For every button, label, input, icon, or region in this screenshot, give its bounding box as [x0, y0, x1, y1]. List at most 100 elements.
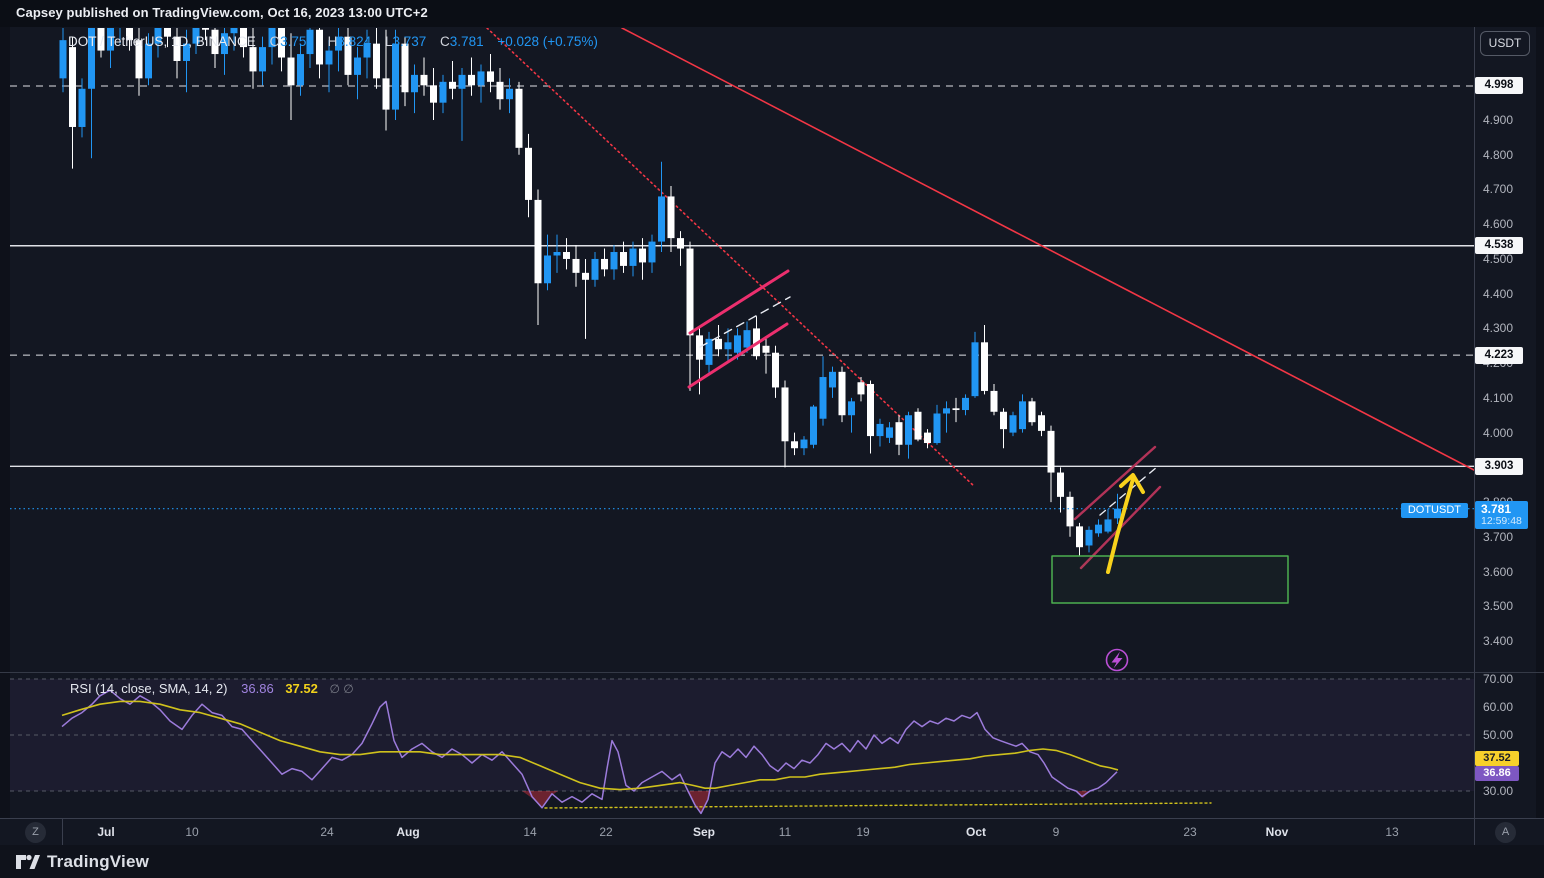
candle-up	[743, 330, 751, 348]
flag-channel-lower-line	[687, 322, 789, 389]
footer-bar: TradingView	[0, 845, 1544, 878]
candle-down	[382, 78, 390, 110]
candle-down	[715, 338, 722, 350]
price-tick: 3.700	[1483, 529, 1514, 544]
time-tick: 22	[599, 825, 613, 839]
candle-down	[278, 28, 285, 58]
candle-down	[97, 28, 105, 51]
candle-up	[1019, 401, 1026, 430]
candle-up	[610, 252, 618, 270]
candle-down	[620, 252, 627, 266]
rsi-line	[61, 689, 1118, 815]
tradingview-logo[interactable]: TradingView	[16, 852, 149, 872]
candle-down	[563, 252, 570, 259]
price-tick: 4.700	[1483, 182, 1514, 197]
candle-down	[249, 47, 257, 72]
candle-up	[971, 342, 979, 397]
candle-up	[962, 397, 969, 411]
candle-down	[667, 196, 675, 239]
candle-down	[1047, 430, 1055, 473]
price-tick: 3.400	[1483, 633, 1514, 648]
candle-up	[392, 43, 399, 110]
time-axis-separator	[62, 819, 63, 846]
candle-up	[145, 43, 152, 79]
candle-down	[1057, 472, 1064, 497]
candle-up	[819, 377, 827, 419]
candle-up	[848, 401, 855, 416]
candle-down	[173, 36, 181, 61]
flag-dashed-projection	[699, 296, 791, 348]
level-badge-4998: 4.998	[1475, 77, 1523, 94]
time-tick: 14	[523, 825, 537, 839]
candle-down	[924, 432, 931, 444]
candle-down	[487, 71, 494, 82]
oct-dashed-projection	[1099, 466, 1158, 516]
candle-up	[658, 196, 665, 242]
time-tick: Jul	[97, 825, 115, 839]
candle-down	[1076, 526, 1083, 548]
candle-up	[192, 28, 200, 44]
price-tick: 4.400	[1483, 286, 1514, 301]
symbol-title[interactable]: DOT / TetherUS, 1D, BINANCE	[68, 34, 256, 49]
rsi-tick: 70.00	[1483, 672, 1514, 686]
price-tick: 4.900	[1483, 113, 1514, 128]
candle-down	[344, 36, 352, 75]
candle-up	[325, 50, 333, 65]
last-price-value: 3.781	[1481, 502, 1512, 516]
candle-up	[154, 28, 162, 44]
candle-down	[534, 199, 542, 284]
price-tick: 4.300	[1483, 321, 1514, 336]
red-dotted-trendline	[486, 28, 976, 488]
rsi-legend: RSI (14, close, SMA, 14, 2) 36.86 37.52 …	[70, 681, 354, 696]
candle-down	[164, 28, 171, 37]
ohlc-low-label: L	[384, 34, 393, 49]
currency-button[interactable]: USDT	[1480, 31, 1530, 56]
level-badge-3903: 3.903	[1475, 458, 1523, 475]
candle-down	[1028, 401, 1036, 423]
candle-down	[135, 40, 143, 79]
price-tick: 4.500	[1483, 251, 1514, 266]
candle-down	[696, 335, 703, 360]
lightning-badge-circle	[1105, 648, 1129, 672]
oct-channel-upper-line	[1073, 445, 1157, 521]
candle-down	[781, 387, 789, 442]
chart-canvas[interactable]	[10, 28, 1474, 818]
candle-down	[838, 371, 846, 416]
candle-up	[734, 335, 741, 353]
candle-down	[601, 258, 608, 270]
rsi-indicator-title[interactable]: RSI (14, close, SMA, 14, 2)	[70, 681, 228, 696]
time-tick: Nov	[1265, 825, 1289, 839]
candle-down	[914, 411, 922, 440]
autoscale-button[interactable]: A	[1495, 822, 1516, 843]
time-tick: Oct	[965, 825, 986, 839]
level-badge-4538: 4.538	[1475, 237, 1523, 254]
candle-down	[420, 74, 428, 86]
yellow-arrow-shaft	[1106, 477, 1135, 574]
candle-down	[211, 29, 219, 55]
candle-up	[297, 54, 304, 86]
price-tick: 3.600	[1483, 564, 1514, 579]
timezone-button[interactable]: Z	[25, 822, 46, 843]
publisher-note: Capsey published on TradingView.com, Oct…	[16, 5, 428, 20]
rsi-value: 36.86	[241, 681, 274, 696]
last-price-badge: 3.781 12:59:48	[1475, 501, 1528, 529]
candle-down	[202, 28, 209, 30]
time-tick: Aug	[396, 825, 420, 839]
pane-divider[interactable]	[0, 672, 1544, 673]
flag-channel-upper-line	[688, 269, 790, 335]
ohlc-high-label: H	[327, 34, 338, 49]
time-axis[interactable]: Z A Jul 10 24 Aug 14 22 Sep 11 19 Oct 9 23 Nov 13	[0, 818, 1544, 846]
time-tick: 23	[1183, 825, 1197, 839]
candle-down	[316, 29, 323, 65]
time-tick: Sep	[692, 825, 715, 839]
price-axis[interactable]: 4.9004.8004.7004.6004.5004.4004.3004.200…	[1474, 27, 1536, 818]
rsi-tick: 60.00	[1483, 700, 1514, 714]
candle-down	[69, 47, 76, 127]
rsi-disabled-icons[interactable]: ∅ ∅	[329, 682, 354, 696]
candle-down	[468, 74, 475, 86]
price-tick: 3.500	[1483, 599, 1514, 614]
change-value: +0.028 (+0.75%)	[497, 34, 598, 49]
candle-down	[981, 342, 988, 391]
rsi-ma-badge-value: 37.52	[1475, 751, 1519, 766]
ohlc-low-value: 3.737	[392, 34, 427, 49]
